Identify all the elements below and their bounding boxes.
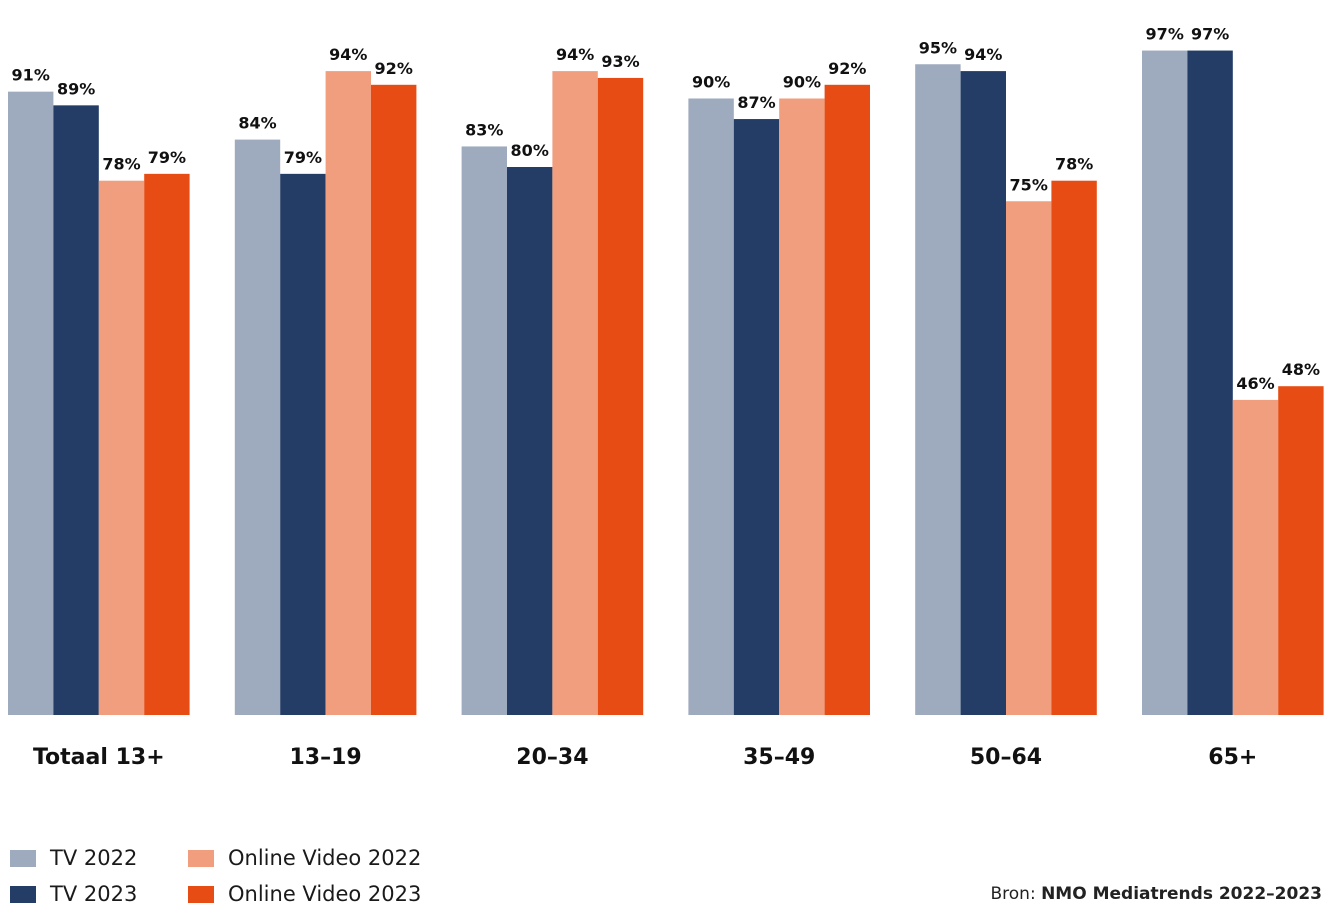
bar-tv-2022-13-19 [234,139,281,716]
legend-label: TV 2022 [50,846,138,870]
data-label: 97% [1146,25,1184,44]
category-label: Totaal 13+ [33,745,165,770]
bar-tv-2023-65 [1187,50,1233,716]
legend-item-tv-2022: TV 2022 [10,846,137,870]
source-text: NMO Mediatrends 2022–2023 [1041,884,1322,904]
category-label: 65+ [1208,745,1257,770]
category-label: 20–34 [516,745,588,770]
bar-online-video-2023-35-49 [824,84,870,716]
bar-online-video-2023-50-64 [1051,180,1097,715]
data-label: 89% [57,79,95,98]
bar-tv-2022-65 [1142,50,1188,716]
source-note: Bron: NMO Mediatrends 2022–2023 [990,884,1322,904]
source-label: Bron: [990,884,1036,904]
category-label: 35–49 [743,745,815,770]
category-label: 13–19 [289,745,361,770]
data-label: 90% [783,73,821,92]
bar-chart: 91% 89% 78% 79% Totaal 13+ 84% 79% 94% 92% 13–19 8… [8,25,1324,770]
legend: TV 2022 TV 2023 Online Video 2022 Online… [10,840,570,906]
bar-online-video-2022-13-19 [325,71,371,716]
data-label: 94% [329,45,367,64]
bar-online-video-2023-20-34 [597,77,644,715]
data-label: 92% [828,59,866,78]
legend-item-tv-2023: TV 2023 [10,882,137,906]
data-label: 83% [465,120,503,139]
data-label: 92% [375,59,413,78]
legend-swatch [10,849,36,867]
bar-online-video-2023-65 [1278,386,1324,715]
data-label: 93% [601,52,639,71]
data-label: 84% [238,114,276,133]
bar-online-video-2022-50-64 [1006,201,1052,715]
bar-online-video-2022-20-34 [552,71,598,716]
legend-swatch [188,885,214,903]
bar-online-video-2022-totaal-13 [98,180,145,715]
bar-tv-2023-13-19 [280,173,326,716]
legend-label: Online Video 2022 [228,846,422,870]
bar-online-video-2022-35-49 [779,98,825,715]
bar-tv-2022-35-49 [688,98,734,715]
category-label: 50–64 [970,745,1042,770]
legend-label: TV 2023 [50,882,138,906]
bar-tv-2022-20-34 [461,146,507,715]
data-label: 79% [284,148,322,167]
bar-online-video-2023-13-19 [371,84,417,716]
legend-item-online-video-2022: Online Video 2022 [188,846,421,870]
bar-tv-2023-totaal-13 [53,105,99,716]
bar-tv-2022-totaal-13 [8,91,54,715]
data-label: 95% [919,38,957,57]
data-label: 75% [1010,175,1048,194]
data-label: 90% [692,73,730,92]
bar-tv-2023-50-64 [960,71,1006,716]
data-label: 48% [1282,360,1320,379]
legend-swatch [188,849,214,867]
data-label: 94% [556,45,594,64]
bar-tv-2022-50-64 [915,64,961,715]
bar-tv-2023-35-49 [733,119,780,716]
data-label: 87% [737,93,775,112]
data-label: 78% [1055,155,1093,174]
legend-label: Online Video 2023 [228,882,422,906]
data-label: 94% [964,45,1002,64]
data-label: 79% [148,148,186,167]
data-label: 91% [12,66,50,85]
data-label: 97% [1191,25,1229,44]
legend-item-online-video-2023: Online Video 2023 [188,882,421,906]
bar-online-video-2022-65 [1232,399,1279,715]
bar-tv-2023-20-34 [507,167,553,715]
data-label: 78% [102,155,140,174]
data-label: 46% [1236,374,1274,393]
data-label: 80% [511,141,549,160]
bar-online-video-2023-totaal-13 [144,173,190,716]
legend-swatch [10,885,36,903]
